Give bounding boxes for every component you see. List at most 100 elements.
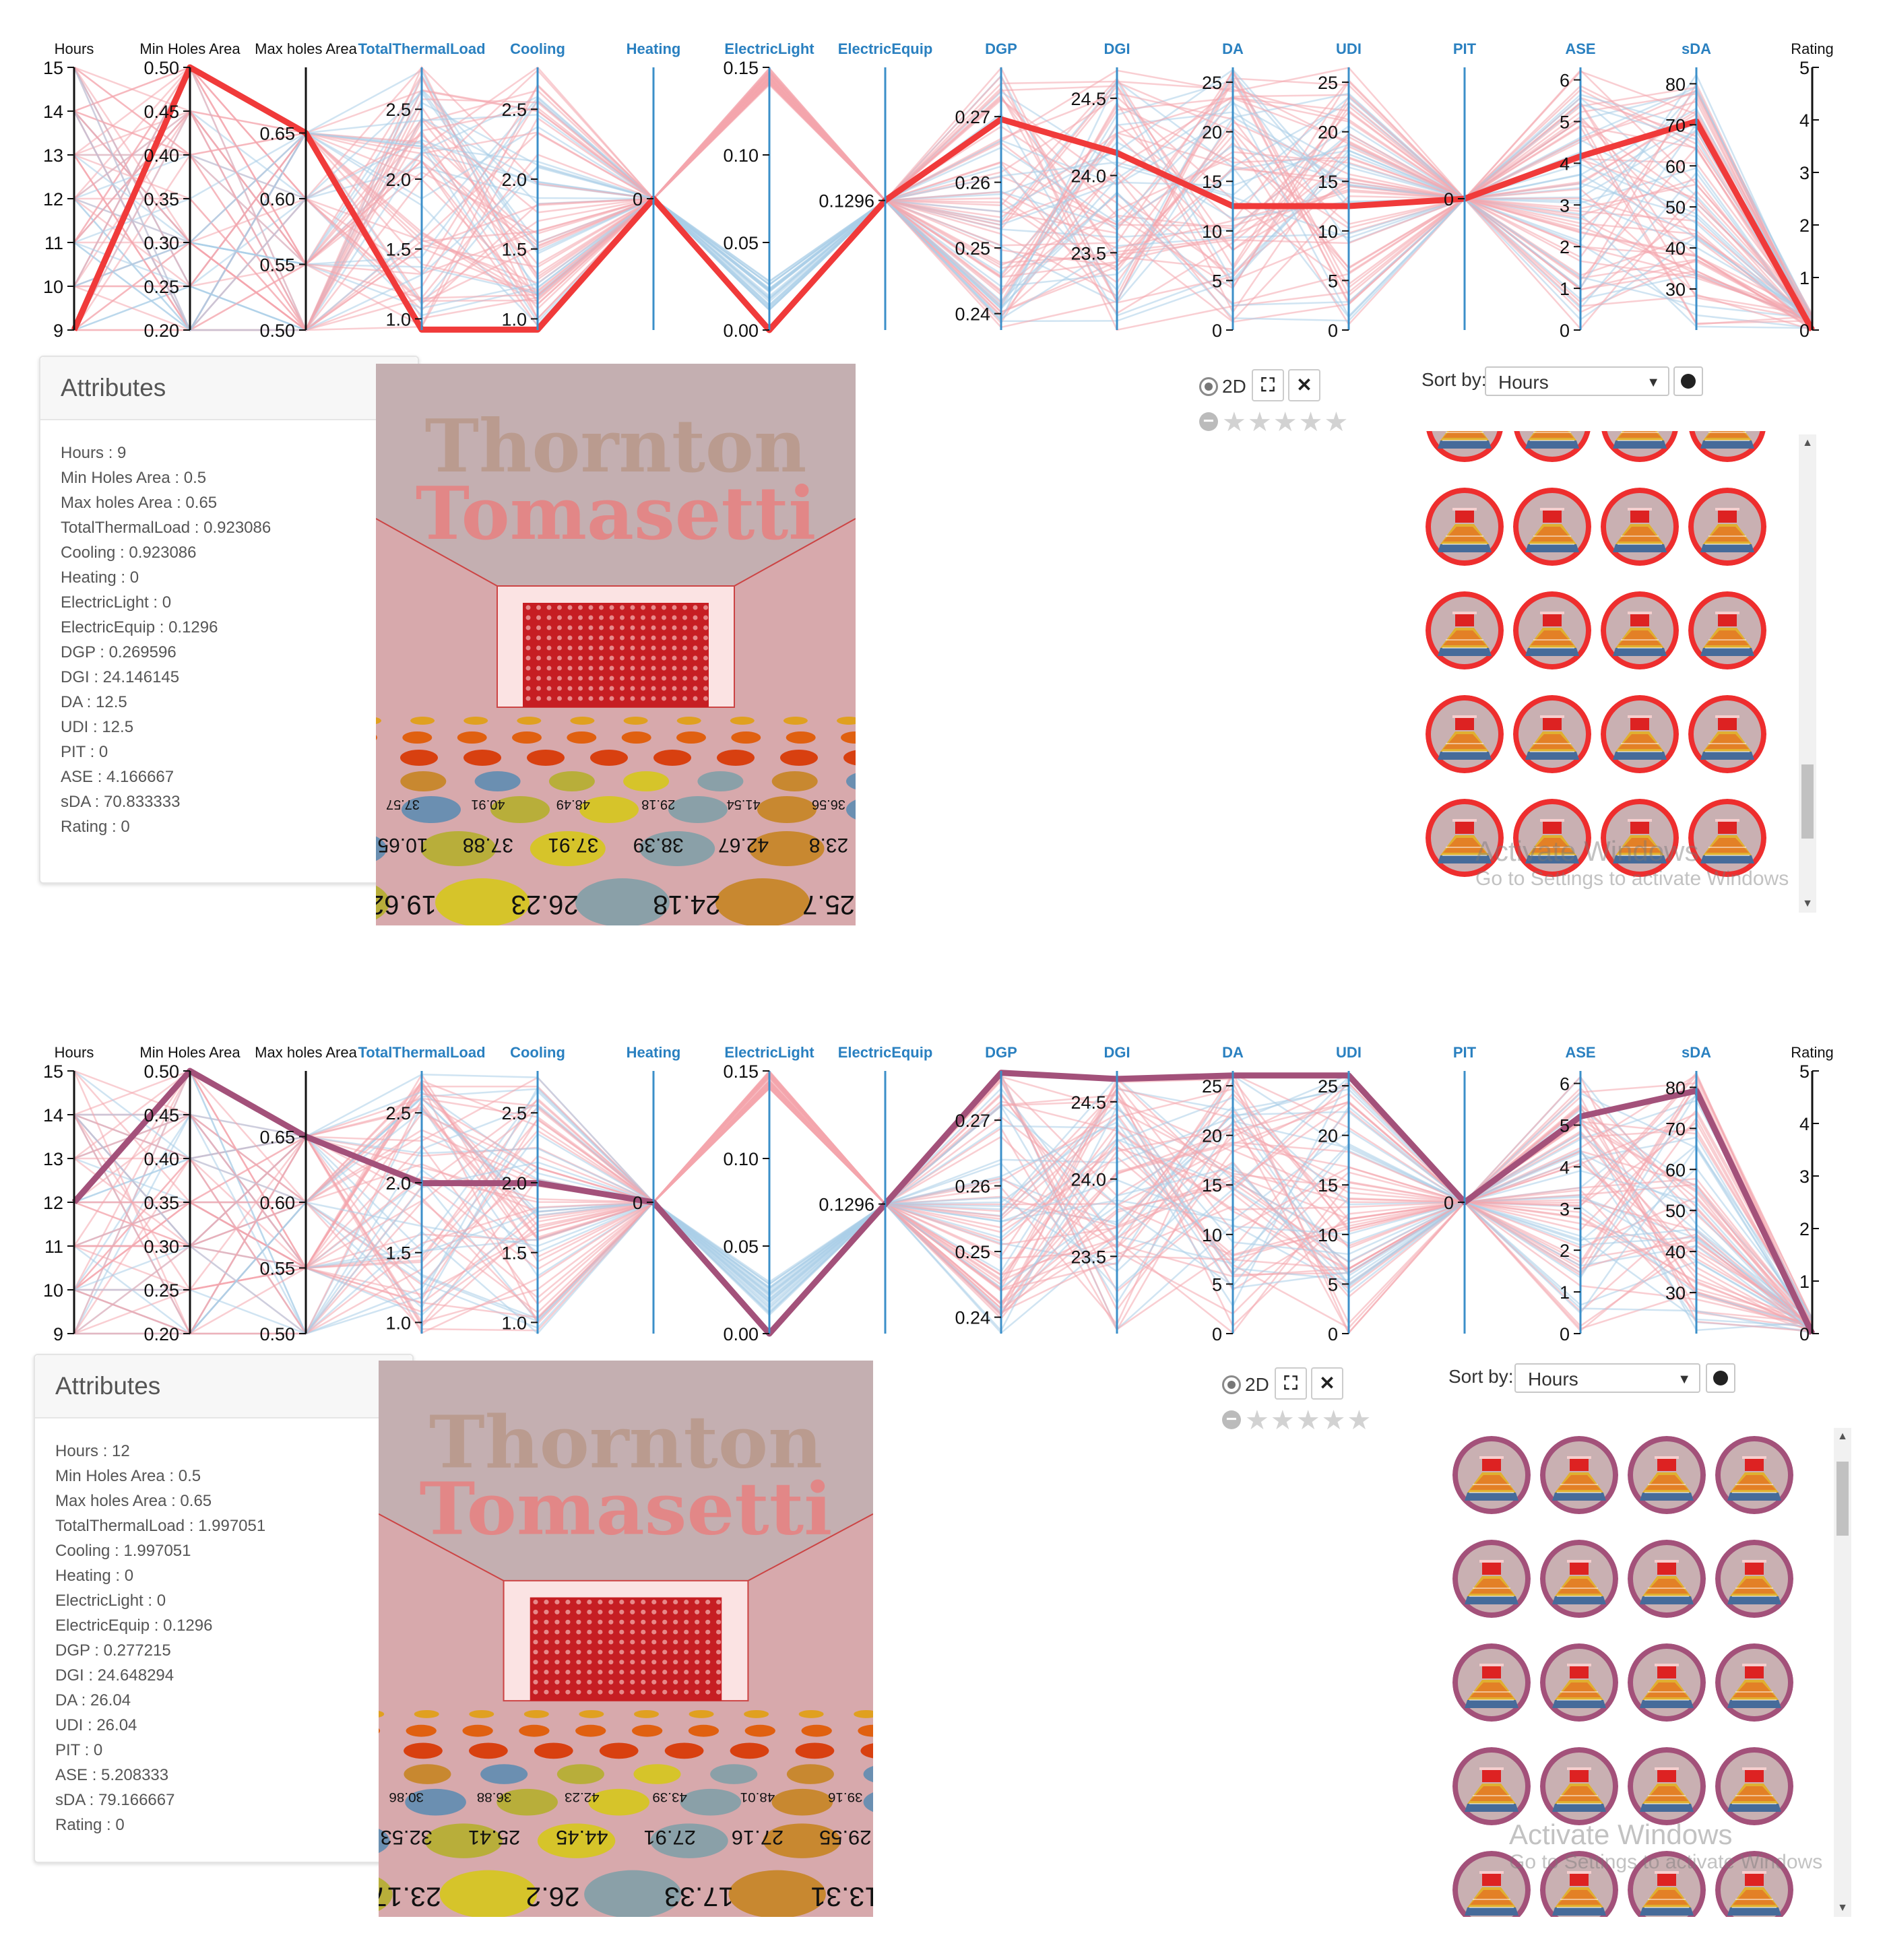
design-thumbnail[interactable] — [1628, 1643, 1706, 1722]
thumbnail-scrollbar[interactable]: ▲ ▼ — [1799, 434, 1816, 913]
design-thumbnail[interactable] — [1452, 1540, 1531, 1618]
fullscreen-icon[interactable]: ⛶ — [1252, 369, 1284, 401]
axis-label[interactable]: DA — [1222, 1044, 1244, 1061]
selected-design-line[interactable] — [71, 64, 1815, 333]
design-thumbnail[interactable] — [1601, 488, 1679, 566]
scroll-down-icon[interactable]: ▼ — [1837, 1902, 1848, 1914]
scroll-up-icon[interactable]: ▲ — [1802, 437, 1813, 449]
axis-label[interactable]: Rating — [1791, 1044, 1834, 1061]
axis-label[interactable]: DGP — [985, 40, 1017, 57]
axis-label[interactable]: Max holes Area — [255, 1044, 357, 1061]
axis-label[interactable]: sDA — [1682, 1044, 1711, 1061]
design-thumbnail[interactable] — [1688, 488, 1766, 566]
sort-direction-icon[interactable] — [1706, 1363, 1735, 1393]
design-thumbnail[interactable] — [1426, 591, 1504, 669]
highlighted-design-line[interactable] — [71, 64, 1815, 333]
axis-label[interactable]: PIT — [1453, 40, 1477, 57]
scroll-down-icon[interactable]: ▼ — [1802, 898, 1813, 909]
design-thumbnail[interactable] — [1688, 799, 1766, 877]
design-thumbnail[interactable] — [1426, 488, 1504, 566]
axis-label[interactable]: Cooling — [510, 1044, 565, 1061]
design-thumbnail[interactable] — [1601, 695, 1679, 773]
axis-label[interactable]: UDI — [1336, 1044, 1362, 1061]
design-thumbnail[interactable] — [1540, 1851, 1618, 1917]
design-thumbnail[interactable] — [1715, 1747, 1793, 1825]
design-thumbnail[interactable] — [1540, 1747, 1618, 1825]
axis-label[interactable]: Min Holes Area — [139, 1044, 241, 1061]
design-thumbnail[interactable] — [1513, 591, 1591, 669]
axis-label[interactable]: ElectricLight — [724, 40, 814, 57]
sort-dropdown[interactable]: Hours ▼ — [1485, 366, 1669, 396]
highlighted-design-line[interactable] — [71, 1068, 1816, 1337]
design-thumbnail[interactable] — [1513, 695, 1591, 773]
design-thumbnail[interactable] — [1452, 1747, 1531, 1825]
axis-label[interactable]: TotalThermalLoad — [358, 1044, 485, 1061]
clear-rating-icon[interactable]: − — [1199, 412, 1218, 431]
axis-label[interactable]: TotalThermalLoad — [358, 40, 485, 57]
design-thumbnail-grid[interactable] — [1448, 1428, 1826, 1917]
thumbnail-scrollbar[interactable]: ▲ ▼ — [1834, 1428, 1851, 1917]
2d-radio-button[interactable] — [1222, 1375, 1241, 1394]
design-thumbnail[interactable] — [1426, 431, 1504, 462]
design-thumbnail[interactable] — [1628, 1851, 1706, 1917]
scroll-up-icon[interactable]: ▲ — [1837, 1431, 1848, 1442]
design-thumbnail[interactable] — [1540, 1540, 1618, 1618]
axis-label[interactable]: UDI — [1336, 40, 1362, 57]
design-thumbnail[interactable] — [1715, 1643, 1793, 1722]
design-thumbnail[interactable] — [1688, 431, 1766, 462]
sort-direction-icon[interactable] — [1673, 366, 1703, 396]
axis-label[interactable]: DGI — [1104, 1044, 1130, 1061]
axis-label[interactable]: DGI — [1104, 40, 1130, 57]
sort-dropdown[interactable]: Hours ▼ — [1514, 1363, 1700, 1393]
design-thumbnail[interactable] — [1628, 1747, 1706, 1825]
design-thumbnail[interactable] — [1715, 1851, 1793, 1917]
design-thumbnail[interactable] — [1628, 1436, 1706, 1514]
design-thumbnail[interactable] — [1452, 1643, 1531, 1722]
axis-label[interactable]: ElectricEquip — [838, 40, 933, 57]
design-thumbnail[interactable] — [1688, 591, 1766, 669]
design-thumbnail[interactable] — [1601, 591, 1679, 669]
axis-label[interactable]: ElectricLight — [724, 1044, 814, 1061]
design-thumbnail[interactable] — [1601, 431, 1679, 462]
scrollbar-thumb[interactable] — [1836, 1462, 1849, 1536]
design-thumbnail[interactable] — [1688, 695, 1766, 773]
axis-label[interactable]: Rating — [1791, 40, 1834, 57]
design-thumbnail[interactable] — [1715, 1540, 1793, 1618]
design-thumbnail[interactable] — [1513, 431, 1591, 462]
fullscreen-icon[interactable]: ⛶ — [1275, 1367, 1307, 1400]
design-thumbnail[interactable] — [1715, 1436, 1793, 1514]
close-icon[interactable]: ✕ — [1288, 369, 1320, 401]
axis-label[interactable]: Heating — [627, 1044, 681, 1061]
axis-label[interactable]: DGP — [985, 1044, 1017, 1061]
design-thumbnail[interactable] — [1426, 799, 1504, 877]
rating-stars[interactable]: ★★★★★ — [1222, 407, 1350, 437]
rating-stars[interactable]: ★★★★★ — [1245, 1406, 1373, 1435]
axis-label[interactable]: sDA — [1682, 40, 1711, 57]
selected-design-line[interactable] — [71, 1068, 1816, 1337]
axis-label[interactable]: Cooling — [510, 40, 565, 57]
clear-rating-icon[interactable]: − — [1222, 1410, 1241, 1429]
design-thumbnail[interactable] — [1452, 1851, 1531, 1917]
axis-label[interactable]: PIT — [1453, 1044, 1477, 1061]
scrollbar-thumb[interactable] — [1801, 764, 1814, 839]
axis-label[interactable]: Hours — [55, 40, 94, 57]
close-icon[interactable]: ✕ — [1311, 1367, 1343, 1400]
axis-label[interactable]: ASE — [1565, 1044, 1595, 1061]
design-thumbnail[interactable] — [1513, 488, 1591, 566]
design-thumbnail-grid[interactable] — [1421, 431, 1799, 913]
axis-label[interactable]: Min Holes Area — [139, 40, 241, 57]
design-thumbnail[interactable] — [1452, 1436, 1531, 1514]
axis-label[interactable]: Max holes Area — [255, 40, 357, 57]
axis-label[interactable]: ASE — [1565, 40, 1595, 57]
axis-label[interactable]: DA — [1222, 40, 1244, 57]
design-thumbnail[interactable] — [1628, 1540, 1706, 1618]
axis-label[interactable]: Hours — [55, 1044, 94, 1061]
axis-label[interactable]: Heating — [627, 40, 681, 57]
axis-label[interactable]: ElectricEquip — [838, 1044, 933, 1061]
design-thumbnail[interactable] — [1540, 1643, 1618, 1722]
2d-radio-button[interactable] — [1199, 377, 1218, 396]
design-thumbnail[interactable] — [1601, 799, 1679, 877]
